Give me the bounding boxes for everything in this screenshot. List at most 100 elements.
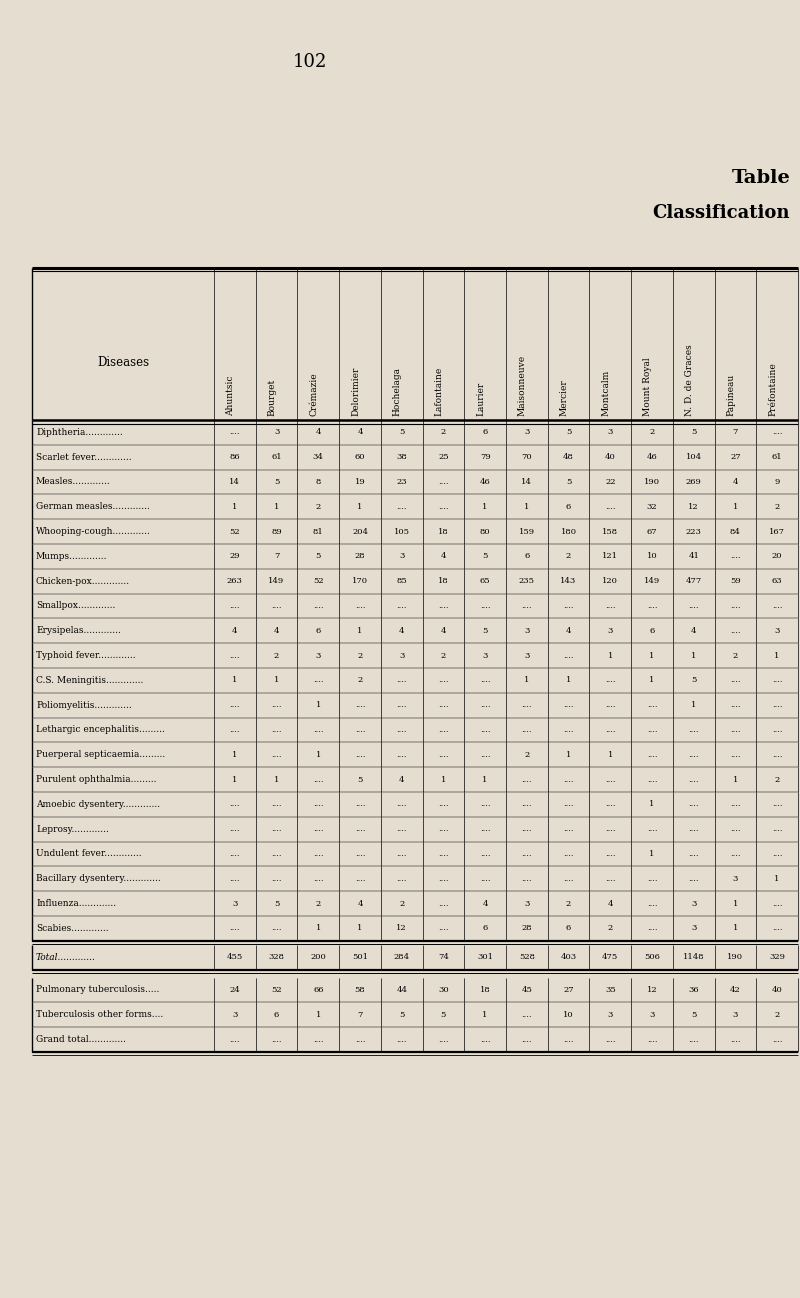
Text: 18: 18 (480, 986, 490, 994)
Text: 1: 1 (315, 1011, 321, 1019)
Text: 65: 65 (480, 578, 490, 585)
Text: 3: 3 (482, 652, 488, 659)
Text: 3: 3 (399, 553, 405, 561)
Text: ....: .... (689, 850, 699, 858)
Text: ....: .... (522, 801, 532, 809)
Text: Measles.............: Measles............. (36, 478, 110, 487)
Text: 501: 501 (352, 953, 368, 962)
Text: 59: 59 (730, 578, 741, 585)
Text: ....: .... (271, 602, 282, 610)
Text: C.S. Meningitis.............: C.S. Meningitis............. (36, 676, 143, 685)
Text: ....: .... (397, 801, 407, 809)
Text: Montcalm: Montcalm (602, 370, 610, 415)
Text: 14: 14 (522, 478, 532, 485)
Text: Lethargic encephalitis.........: Lethargic encephalitis......... (36, 726, 165, 735)
Text: 1: 1 (650, 652, 654, 659)
Text: 3: 3 (607, 428, 613, 436)
Text: 23: 23 (397, 478, 407, 485)
Text: ....: .... (689, 602, 699, 610)
Text: 1: 1 (733, 776, 738, 784)
Text: ....: .... (522, 1011, 532, 1019)
Text: 3: 3 (232, 1011, 238, 1019)
Text: Lafontaine: Lafontaine (434, 367, 443, 415)
Text: ....: .... (730, 676, 741, 684)
Text: 158: 158 (602, 527, 618, 536)
Text: 5: 5 (441, 1011, 446, 1019)
Text: Classification: Classification (653, 204, 790, 222)
Text: 19: 19 (354, 478, 366, 485)
Text: 284: 284 (394, 953, 410, 962)
Text: ....: .... (522, 826, 532, 833)
Text: 3: 3 (399, 652, 405, 659)
Text: ....: .... (438, 900, 449, 907)
Text: 30: 30 (438, 986, 449, 994)
Text: 5: 5 (358, 776, 362, 784)
Text: ....: .... (397, 750, 407, 759)
Text: ....: .... (605, 602, 615, 610)
Text: 2: 2 (274, 652, 279, 659)
Text: ....: .... (689, 801, 699, 809)
Text: 223: 223 (686, 527, 702, 536)
Text: ....: .... (230, 875, 240, 883)
Text: 4: 4 (607, 900, 613, 907)
Text: 70: 70 (522, 453, 532, 461)
Text: 24: 24 (230, 986, 240, 994)
Text: 3: 3 (524, 627, 530, 635)
Text: ....: .... (646, 602, 658, 610)
Text: ....: .... (646, 924, 658, 932)
Text: 12: 12 (689, 502, 699, 511)
Text: ....: .... (354, 875, 366, 883)
Text: ....: .... (522, 602, 532, 610)
Text: 4: 4 (232, 627, 238, 635)
Text: 3: 3 (650, 1011, 654, 1019)
Text: 170: 170 (352, 578, 368, 585)
Text: ....: .... (480, 875, 490, 883)
Text: ....: .... (563, 826, 574, 833)
Text: 5: 5 (482, 627, 488, 635)
Text: ....: .... (230, 602, 240, 610)
Text: 86: 86 (230, 453, 240, 461)
Text: Typhoid fever.............: Typhoid fever............. (36, 652, 136, 661)
Text: ....: .... (563, 726, 574, 733)
Text: ....: .... (354, 750, 366, 759)
Text: ....: .... (313, 875, 323, 883)
Text: 5: 5 (274, 900, 279, 907)
Text: ....: .... (230, 850, 240, 858)
Text: ....: .... (605, 676, 615, 684)
Text: 4: 4 (691, 627, 697, 635)
Text: 475: 475 (602, 953, 618, 962)
Text: 1: 1 (733, 900, 738, 907)
Text: ....: .... (438, 602, 449, 610)
Text: ....: .... (522, 875, 532, 883)
Text: 477: 477 (686, 578, 702, 585)
Text: 6: 6 (482, 924, 488, 932)
Text: 1: 1 (607, 750, 613, 759)
Text: ....: .... (772, 726, 782, 733)
Text: 12: 12 (397, 924, 407, 932)
Text: 263: 263 (227, 578, 242, 585)
Text: 45: 45 (522, 986, 532, 994)
Text: 4: 4 (566, 627, 571, 635)
Text: 27: 27 (730, 453, 741, 461)
Text: 4: 4 (399, 627, 405, 635)
Text: 80: 80 (480, 527, 490, 536)
Text: 85: 85 (396, 578, 407, 585)
Text: ....: .... (772, 850, 782, 858)
Text: 81: 81 (313, 527, 324, 536)
Text: 120: 120 (602, 578, 618, 585)
Text: Mumps.............: Mumps............. (36, 552, 107, 561)
Text: 8: 8 (315, 478, 321, 485)
Text: 1148: 1148 (683, 953, 705, 962)
Text: 2: 2 (441, 652, 446, 659)
Text: 190: 190 (644, 478, 660, 485)
Text: ....: .... (730, 850, 741, 858)
Text: ....: .... (480, 602, 490, 610)
Text: ....: .... (438, 875, 449, 883)
Text: ....: .... (438, 701, 449, 709)
Text: ....: .... (605, 502, 615, 511)
Text: ....: .... (397, 875, 407, 883)
Text: ....: .... (646, 875, 658, 883)
Text: Erysipelas.............: Erysipelas............. (36, 627, 121, 635)
Text: 10: 10 (646, 553, 658, 561)
Text: 3: 3 (607, 1011, 613, 1019)
